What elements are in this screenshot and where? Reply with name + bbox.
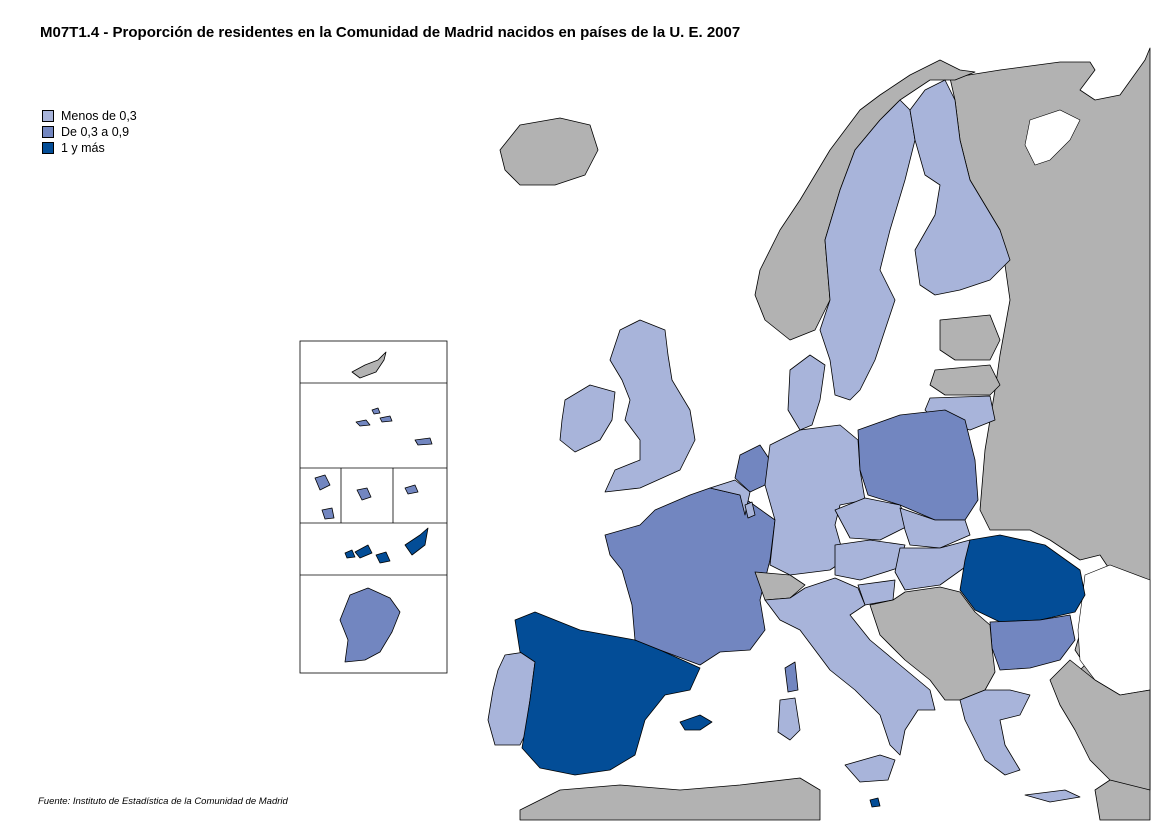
legend-label-mid: De 0,3 a 0,9 [61,125,130,139]
legend-swatch-mid [42,126,54,138]
island-azores-2 [371,407,381,415]
country-france [604,487,776,666]
island-azores-3 [414,437,433,446]
country-turkey [1049,659,1151,791]
island-reunion [356,487,372,501]
country-norway [754,59,976,341]
country-poland [857,409,979,521]
sea-white-sea [1024,109,1081,166]
island-canarias-2 [354,544,373,559]
legend: Menos de 0,3 De 0,3 a 0,9 1 y más [42,108,137,156]
country-switzerland [754,571,806,601]
island-azores-1 [355,419,371,427]
legend-swatch-low [42,110,54,122]
source-note: Fuente: Instituto de Estadística de la C… [38,796,288,807]
country-greece [959,689,1031,776]
legend-item-low: Menos de 0,3 [42,108,137,124]
country-denmark [787,354,826,431]
country-slovakia [899,507,971,549]
country-romania [959,534,1086,623]
region-french-guiana [339,587,401,663]
island-crete [1024,789,1081,803]
country-luxembourg [744,501,756,519]
island-corsica [784,661,799,693]
country-germany [764,424,866,576]
island-baleares [679,714,713,731]
country-latvia [929,364,1001,396]
legend-swatch-high [42,142,54,154]
country-balkans [869,586,996,701]
country-finland [909,79,1011,296]
legend-label-low: Menos de 0,3 [61,109,137,123]
legend-item-mid: De 0,3 a 0,9 [42,124,137,140]
island-guadeloupe [314,474,331,491]
country-austria [834,539,906,581]
country-italy [764,577,936,756]
island-cyprus [351,351,387,379]
island-canarias-3 [375,551,391,564]
island-malta [869,797,881,808]
country-iceland [499,117,599,186]
country-sweden [819,99,916,401]
island-canarias-4 [404,527,429,556]
page-title: M07T1.4 - Proporción de residentes en la… [40,24,741,41]
island-canarias-1 [344,549,356,559]
country-estonia [939,314,1001,361]
legend-item-high: 1 y más [42,140,137,156]
country-ireland [559,384,616,453]
island-sicily [844,754,896,783]
island-martinique [321,507,335,520]
island-madeira [404,484,419,495]
island-azores-4 [379,415,393,423]
island-sardinia [777,697,801,741]
country-united-kingdom [604,319,696,493]
region-north-africa [519,777,821,821]
country-bulgaria [989,614,1076,671]
country-spain [514,611,701,776]
legend-label-high: 1 y más [61,141,105,155]
country-hungary [894,539,971,591]
